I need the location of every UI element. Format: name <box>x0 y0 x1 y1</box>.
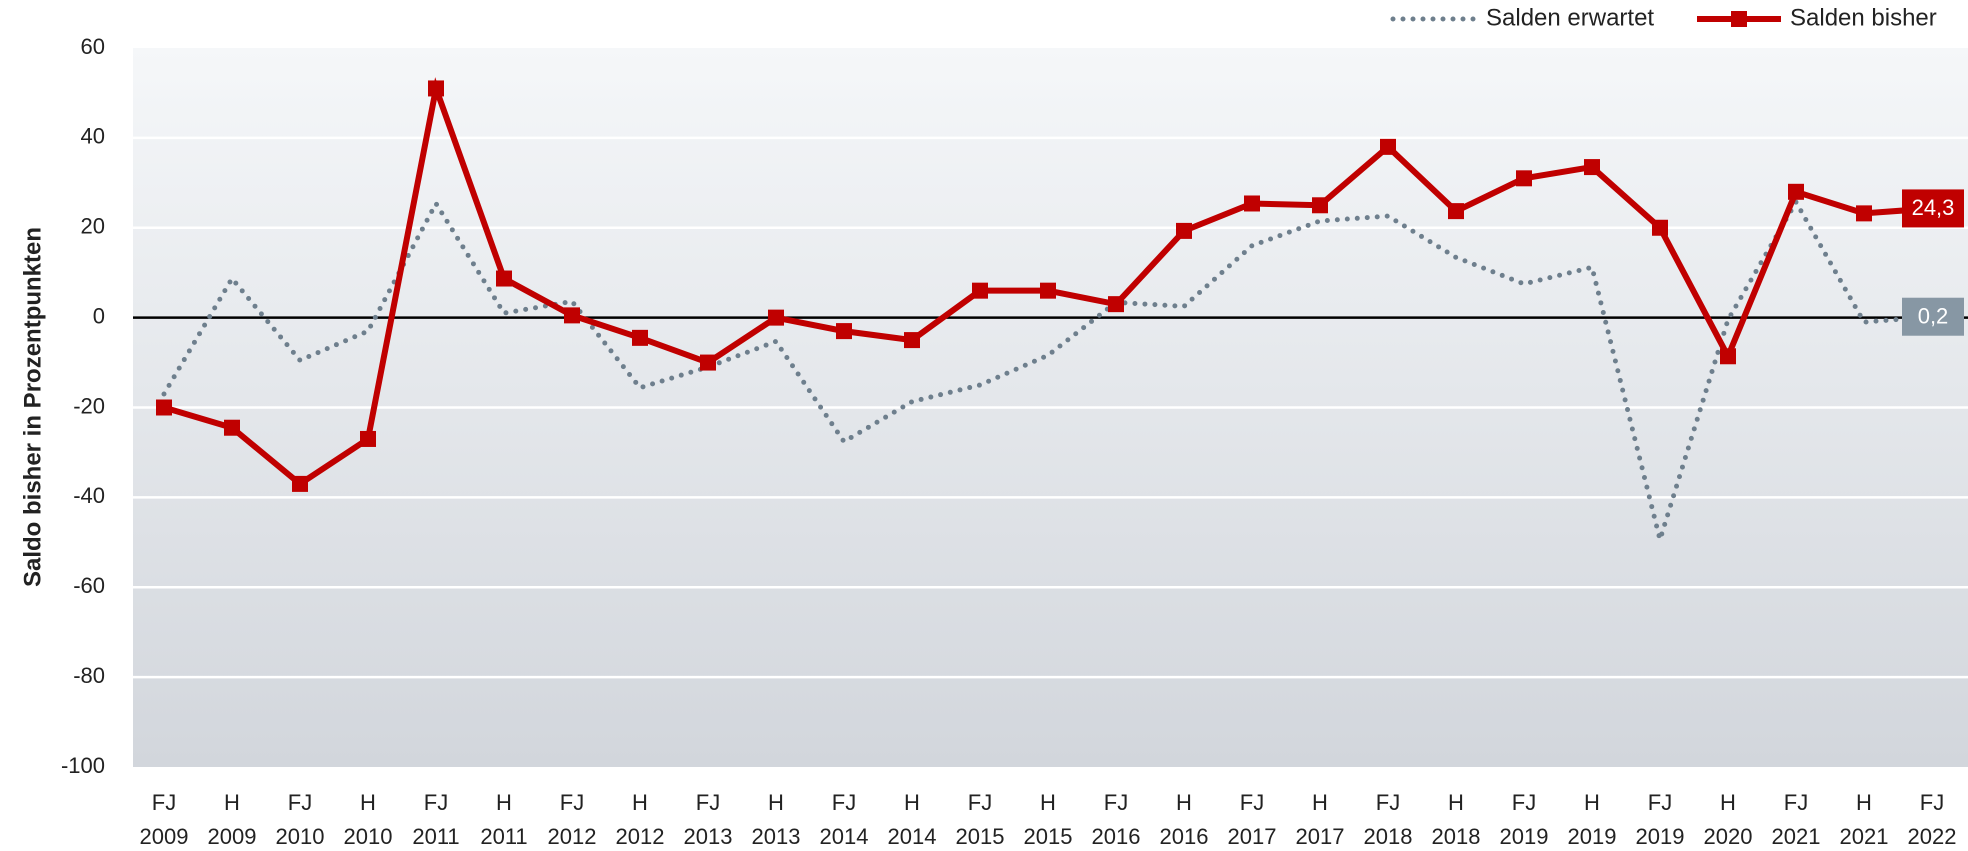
x-tick-label: FJ <box>288 790 312 815</box>
x-tick-label: H <box>360 790 376 815</box>
marker <box>836 323 852 340</box>
x-tick-label: 2019 <box>1568 824 1617 849</box>
x-tick-label: 2017 <box>1228 824 1277 849</box>
x-tick-label: 2021 <box>1772 824 1821 849</box>
y-tick-label: 0 <box>93 303 105 328</box>
x-tick-label: FJ <box>832 790 856 815</box>
y-axis-label: Saldo bisher in Prozentpunkten <box>19 227 46 587</box>
dotted-line <box>161 197 1935 549</box>
x-tick-label: 2011 <box>412 824 459 849</box>
x-tick-label: 2021 <box>1840 824 1889 849</box>
y-tick-label: -60 <box>73 573 105 598</box>
x-tick-label: 2019 <box>1636 824 1685 849</box>
marker <box>496 270 512 287</box>
x-tick-label: H <box>224 790 240 815</box>
x-tick-label: 2012 <box>616 824 665 849</box>
x-tick-label: 2013 <box>684 824 733 849</box>
x-tick-label: FJ <box>696 790 720 815</box>
value-label: 0,2 <box>1918 304 1949 329</box>
marker <box>1244 195 1260 212</box>
x-tick-label: 2018 <box>1432 824 1481 849</box>
marker <box>1652 219 1668 236</box>
x-tick-label: 2014 <box>888 824 937 849</box>
marker <box>224 419 240 436</box>
marker <box>292 475 308 492</box>
x-tick-label: 2017 <box>1296 824 1345 849</box>
marker <box>700 354 716 371</box>
x-tick-label: FJ <box>1376 790 1400 815</box>
x-tick-label: 2010 <box>276 824 325 849</box>
x-tick-label: 2009 <box>208 824 257 849</box>
marker <box>1788 183 1804 200</box>
value-label: 24,3 <box>1912 195 1955 220</box>
x-tick-label: H <box>496 790 512 815</box>
x-tick-label: FJ <box>560 790 584 815</box>
marker <box>1448 203 1464 220</box>
marker <box>156 399 172 416</box>
marker <box>632 329 648 346</box>
x-tick-label: 2010 <box>344 824 393 849</box>
x-tick-label: H <box>1856 790 1872 815</box>
x-tick-label: 2022 <box>1908 824 1957 849</box>
x-tick-label: FJ <box>424 790 448 815</box>
x-tick-label: 2015 <box>956 824 1005 849</box>
marker <box>1108 296 1124 313</box>
x-tick-label: H <box>1312 790 1328 815</box>
x-tick-label: H <box>768 790 784 815</box>
x-tick-label: FJ <box>1104 790 1128 815</box>
x-tick-label: 2014 <box>820 824 869 849</box>
y-tick-label: -80 <box>73 663 105 688</box>
legend-label: Salden bisher <box>1790 4 1937 31</box>
value-label-box <box>1902 297 1964 336</box>
marker <box>1720 348 1736 365</box>
y-tick-label: 60 <box>81 34 105 59</box>
x-tick-label: FJ <box>968 790 992 815</box>
x-tick-label: 2013 <box>752 824 801 849</box>
marker <box>1584 159 1600 176</box>
y-tick-label: 20 <box>81 214 105 239</box>
marker <box>972 282 988 299</box>
marker <box>1040 282 1056 299</box>
x-tick-label: 2016 <box>1160 824 1209 849</box>
y-tick-label: -40 <box>73 483 105 508</box>
x-tick-label: 2015 <box>1024 824 1073 849</box>
x-tick-label: H <box>1040 790 1056 815</box>
legend-label: Salden erwartet <box>1486 4 1654 31</box>
x-tick-label: H <box>904 790 920 815</box>
x-tick-label: 2012 <box>548 824 597 849</box>
marker <box>1312 197 1328 214</box>
value-label-box <box>1902 189 1964 228</box>
y-tick-label: -100 <box>61 753 105 778</box>
marker <box>1380 138 1396 155</box>
marker <box>768 309 784 326</box>
x-tick-label: 2011 <box>480 824 527 849</box>
x-tick-label: FJ <box>1784 790 1808 815</box>
marker <box>428 80 444 97</box>
marker <box>564 307 580 324</box>
x-tick-label: 2009 <box>140 824 189 849</box>
x-tick-label: FJ <box>1648 790 1672 815</box>
x-tick-label: 2018 <box>1364 824 1413 849</box>
x-tick-label: 2019 <box>1500 824 1549 849</box>
marker <box>904 332 920 349</box>
legend-marker <box>1731 11 1747 27</box>
marker <box>1516 170 1532 187</box>
marker <box>1176 222 1192 239</box>
x-tick-label: H <box>1584 790 1600 815</box>
x-tick-label: FJ <box>1240 790 1264 815</box>
x-tick-label: 2016 <box>1092 824 1141 849</box>
x-tick-label: H <box>1176 790 1192 815</box>
y-tick-label: 40 <box>81 124 105 149</box>
y-tick-label: -20 <box>73 393 105 418</box>
marker <box>360 430 376 447</box>
x-tick-label: FJ <box>152 790 176 815</box>
x-tick-label: H <box>1720 790 1736 815</box>
x-tick-label: FJ <box>1512 790 1536 815</box>
x-tick-label: H <box>632 790 648 815</box>
x-tick-label: FJ <box>1920 790 1944 815</box>
marker <box>1856 205 1872 222</box>
x-tick-label: 2020 <box>1704 824 1753 849</box>
x-tick-label: H <box>1448 790 1464 815</box>
